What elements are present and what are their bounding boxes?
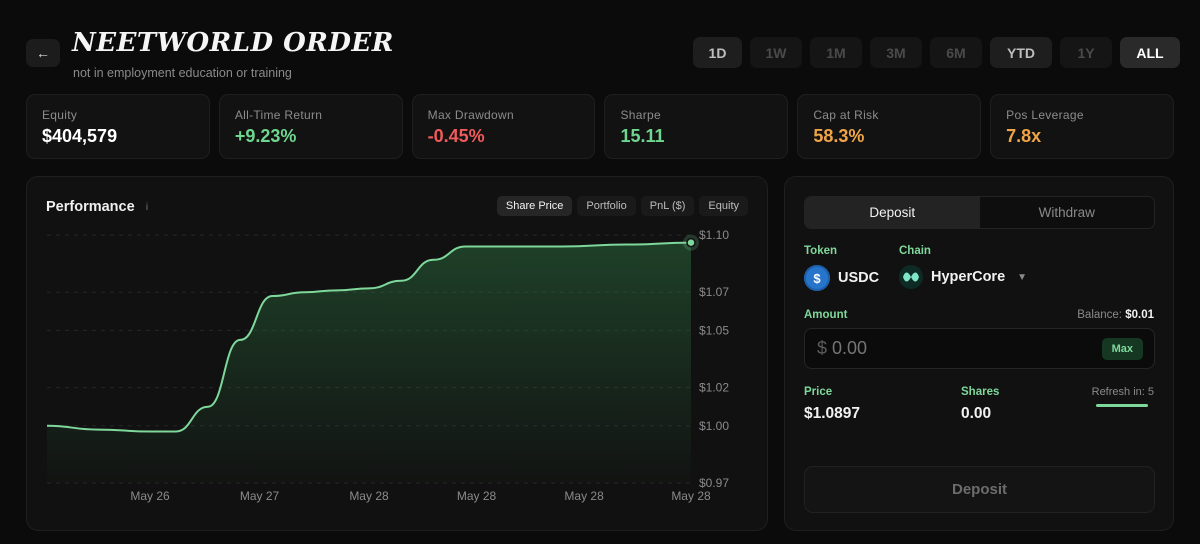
stat-label: Sharpe [620, 108, 661, 122]
range-6m[interactable]: 6M [930, 37, 982, 68]
range-1y[interactable]: 1Y [1060, 37, 1112, 68]
balance-label: Balance: [1077, 309, 1123, 321]
end-point [686, 237, 696, 248]
performance-title: Performance [46, 199, 135, 215]
arrow-left-icon: ← [36, 45, 50, 61]
range-selector: 1D 1W 1M 3M 6M YTD 1Y ALL [693, 37, 1180, 68]
shares-label: Shares [961, 386, 1000, 398]
stat-sharpe: Sharpe 15.11 [604, 94, 789, 159]
page-title: NEETWORLD ORDER [72, 28, 394, 58]
y-tick-label: $1.07 [699, 285, 729, 299]
stat-value: 7.8x [1006, 126, 1042, 146]
performance-chart: $1.10 $1.07 $1.05 $1.02 $1.00 $0.97 May 26 May … [46, 228, 729, 503]
token-label: Token [804, 245, 838, 257]
area-fill [47, 242, 691, 483]
x-tick-label: May 28 [564, 489, 604, 503]
chain-name: HyperCore [931, 269, 1006, 285]
range-all[interactable]: ALL [1120, 37, 1180, 68]
price-value: $1.0897 [804, 405, 861, 422]
x-tick-label: May 28 [671, 489, 711, 503]
shares-value: 0.00 [961, 405, 992, 422]
range-ytd[interactable]: YTD [990, 37, 1052, 68]
x-tick-label: May 27 [240, 489, 280, 503]
stat-equity: Equity $404,579 [26, 94, 210, 159]
max-button[interactable]: Max [1101, 338, 1143, 360]
page-subtitle: not in employment education or training [73, 66, 292, 80]
stat-value: 58.3% [813, 126, 865, 146]
y-tick-label: $1.02 [699, 381, 729, 395]
stat-value: +9.23% [234, 126, 297, 146]
stat-label: Max Drawdown [427, 108, 514, 122]
amount-input[interactable] [832, 338, 1093, 359]
range-1d[interactable]: 1D [693, 37, 742, 68]
x-tick-label: May 28 [457, 489, 497, 503]
tab-deposit[interactable]: Deposit [805, 197, 980, 228]
refresh-progress-bar [1096, 404, 1148, 407]
amount-field: $ Max [804, 328, 1155, 369]
chart-tabs: Share Price Portfolio PnL ($) Equity [496, 196, 748, 216]
chain-selector[interactable]: HyperCore ▼ [899, 265, 1027, 289]
x-tick-label: May 28 [349, 489, 389, 503]
range-3m[interactable]: 3M [870, 37, 922, 68]
stat-value: $404,579 [42, 126, 118, 146]
stat-label: Pos Leverage [1006, 108, 1084, 122]
deposit-panel: Deposit Withdraw Token Chain $ USDC Hype… [784, 176, 1174, 531]
tab-withdraw[interactable]: Withdraw [1038, 205, 1095, 220]
balance: Balance: $0.01 [1077, 309, 1154, 321]
stats-row: Equity $404,579 All-Time Return +9.23% M… [26, 94, 1174, 159]
token-selector[interactable]: $ USDC [804, 265, 879, 291]
stat-pos-leverage: Pos Leverage 7.8x [990, 94, 1174, 159]
y-tick-label: $0.97 [699, 476, 729, 490]
stat-cap-at-risk: Cap at Risk 58.3% [797, 94, 982, 159]
currency-symbol: $ [817, 338, 828, 358]
stat-label: Cap at Risk [813, 108, 879, 122]
refresh-progress-fill [1096, 404, 1148, 407]
refresh-countdown: Refresh in: 5 [1091, 386, 1154, 398]
deposit-withdraw-toggle: Deposit Withdraw [804, 196, 1155, 229]
price-label: Price [804, 386, 833, 398]
y-tick-label: $1.10 [699, 228, 729, 242]
stat-label: All-Time Return [234, 108, 323, 122]
chain-label: Chain [899, 245, 931, 257]
info-icon[interactable]: i [145, 202, 149, 213]
stat-value: -0.45% [427, 126, 485, 146]
series-line [46, 241, 692, 433]
stat-max-drawdown: Max Drawdown -0.45% [411, 94, 596, 159]
back-button[interactable]: ← [26, 39, 60, 67]
tab-equity[interactable]: Equity [699, 196, 748, 216]
amount-label: Amount [804, 309, 848, 321]
stat-all-time-return: All-Time Return +9.23% [218, 94, 403, 159]
deposit-button[interactable]: Deposit [804, 466, 1155, 513]
chevron-down-icon: ▼ [1017, 271, 1028, 283]
tab-share-price[interactable]: Share Price [496, 196, 573, 216]
x-tick-label: May 26 [130, 489, 170, 503]
usdc-icon: $ [804, 265, 830, 291]
token-name: USDC [838, 270, 880, 286]
stat-value: 15.11 [620, 126, 665, 146]
range-1w[interactable]: 1W [750, 37, 802, 68]
y-tick-label: $1.05 [699, 323, 729, 337]
tab-pnl[interactable]: PnL ($) [640, 196, 695, 216]
balance-value: $0.01 [1125, 309, 1154, 321]
y-tick-label: $1.00 [699, 419, 729, 433]
hypercore-icon [899, 265, 923, 289]
performance-panel: $1.10 $1.07 $1.05 $1.02 $1.00 $0.97 May 26 May … [26, 176, 768, 531]
tab-portfolio[interactable]: Portfolio [577, 196, 636, 216]
range-1m[interactable]: 1M [810, 37, 862, 68]
stat-label: Equity [42, 108, 78, 122]
